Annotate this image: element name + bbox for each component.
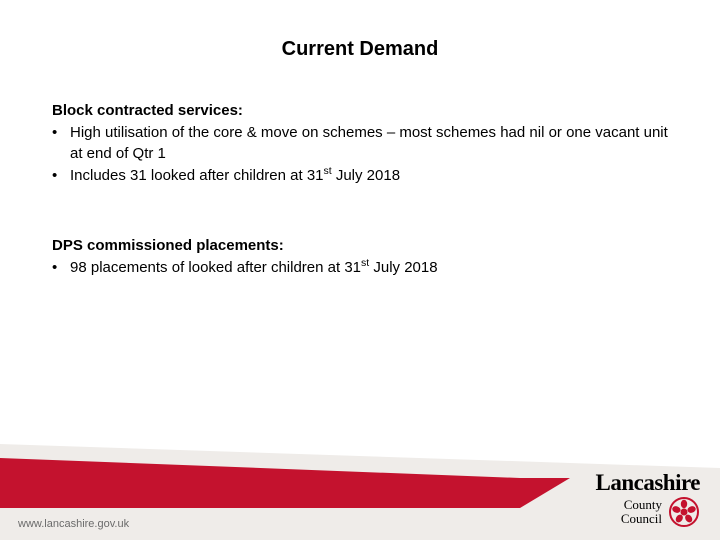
bullet-marker: •	[52, 258, 70, 278]
logo-sub-text: County Council	[621, 498, 662, 527]
logo-sub-line1: County	[624, 497, 662, 512]
bullet-marker: •	[52, 123, 70, 143]
bullet-text: Includes 31 looked after children at 31s…	[70, 166, 668, 186]
section-heading: DPS commissioned placements:	[52, 236, 668, 256]
bullet-item: • 98 placements of looked after children…	[52, 258, 668, 278]
footer-red-angle	[0, 458, 520, 478]
bullet-text: High utilisation of the core & move on s…	[70, 123, 668, 164]
logo-sub-line2: Council	[621, 511, 662, 526]
bullet-item: • Includes 31 looked after children at 3…	[52, 166, 668, 186]
slide: Current Demand Block contracted services…	[0, 0, 720, 540]
bullet-marker: •	[52, 166, 70, 186]
footer-red-tail	[520, 478, 570, 508]
slide-content: Block contracted services: • High utilis…	[0, 61, 720, 279]
section-heading: Block contracted services:	[52, 101, 668, 121]
section-dps: DPS commissioned placements: • 98 placem…	[52, 236, 668, 279]
bullet-item: • High utilisation of the core & move on…	[52, 123, 668, 164]
bullet-text: 98 placements of looked after children a…	[70, 258, 668, 278]
logo-main-text: Lancashire	[596, 471, 700, 494]
section-block-contracted: Block contracted services: • High utilis…	[52, 101, 668, 186]
rose-icon	[668, 496, 700, 528]
lancashire-logo: Lancashire County Council	[596, 471, 700, 528]
slide-footer: www.lancashire.gov.uk Lancashire County …	[0, 420, 720, 540]
footer-red-band	[0, 478, 520, 508]
slide-title: Current Demand	[0, 0, 720, 61]
footer-url: www.lancashire.gov.uk	[18, 518, 129, 530]
logo-sub-row: County Council	[596, 496, 700, 528]
